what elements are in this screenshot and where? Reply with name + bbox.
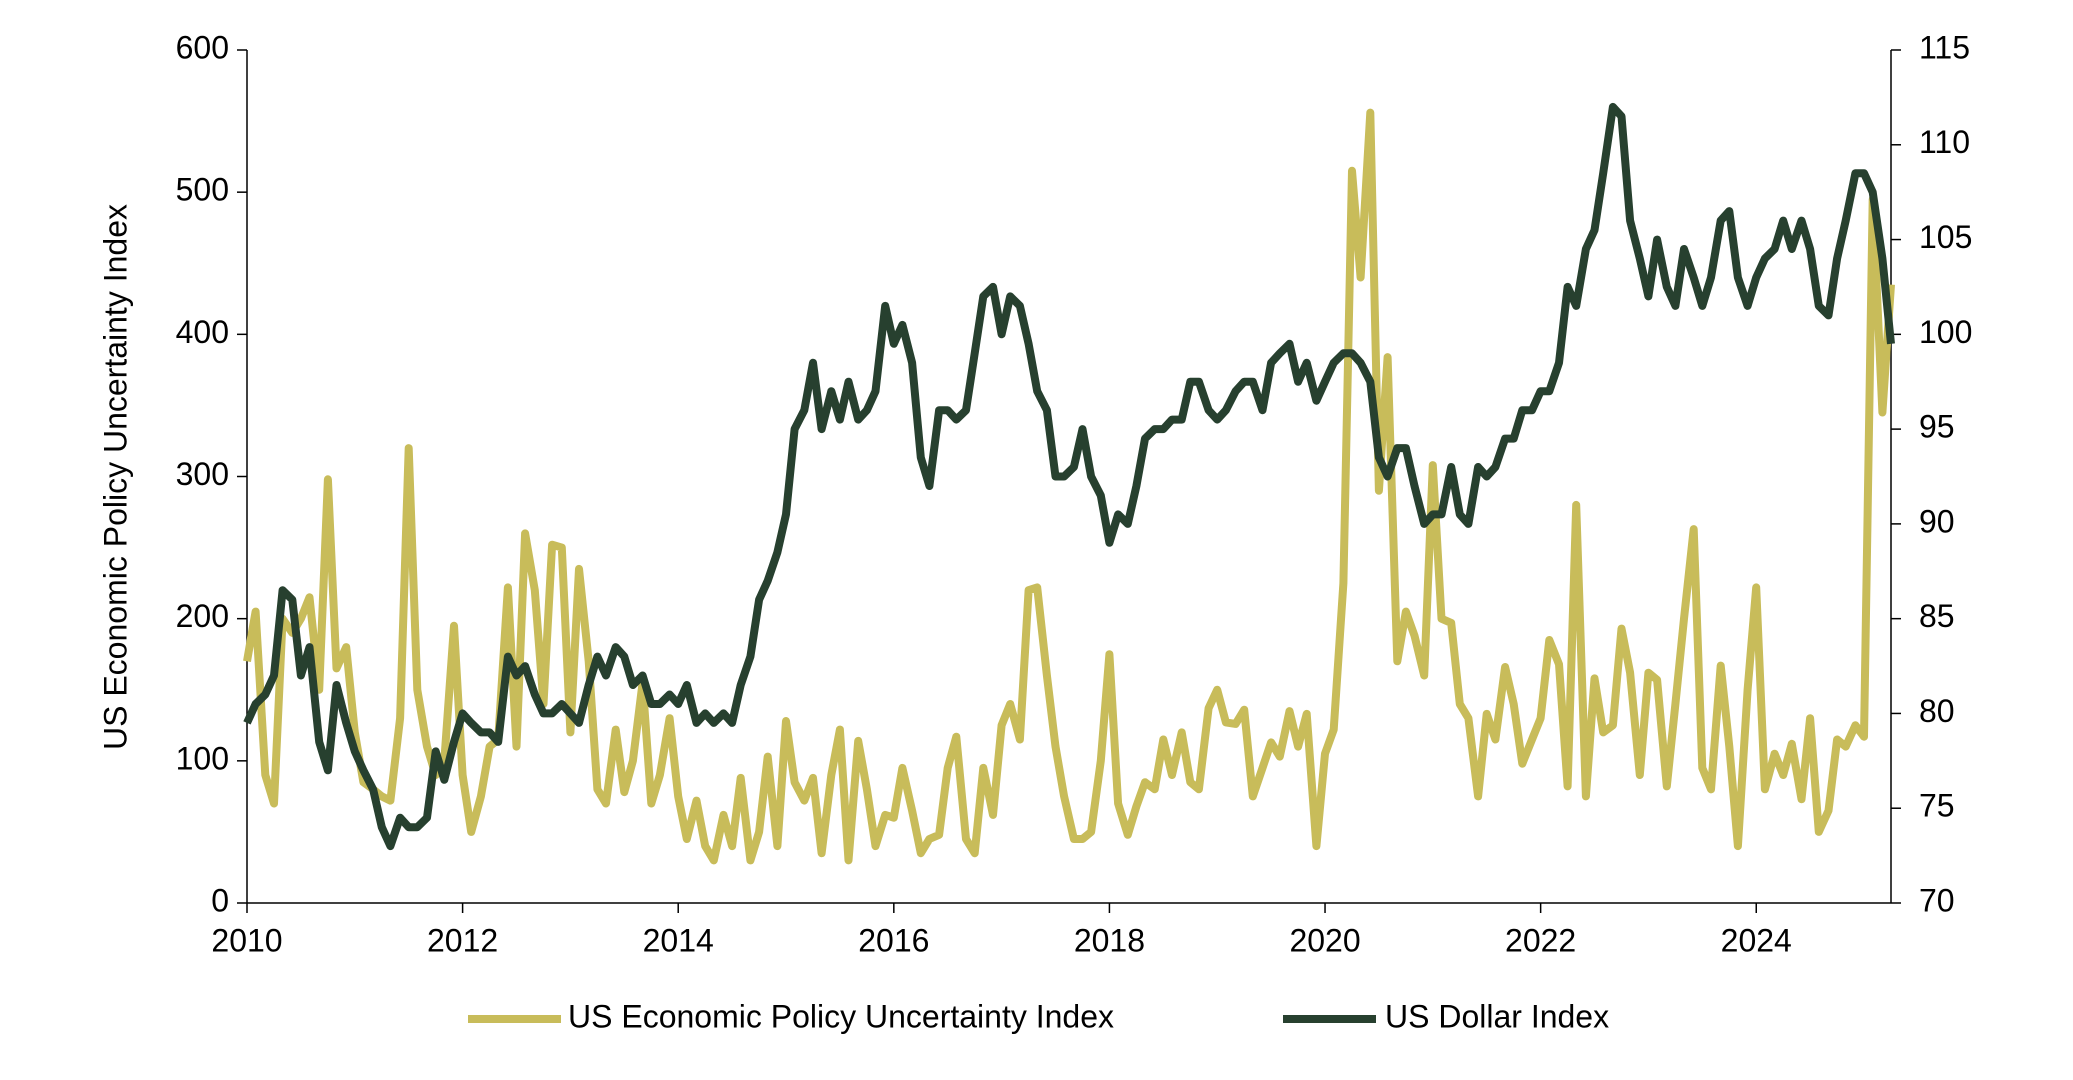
x-tick-label: 2020 bbox=[1289, 922, 1360, 958]
y-tick-label: 600 bbox=[176, 29, 229, 65]
series-line bbox=[243, 102, 1895, 851]
x-tick-label: 2024 bbox=[1721, 922, 1792, 958]
x-tick-label: 2016 bbox=[858, 922, 929, 958]
y-tick-label: 100 bbox=[176, 740, 229, 776]
y-tick-label: 0 bbox=[211, 882, 229, 918]
y-tick-label: 200 bbox=[176, 598, 229, 634]
y2-tick-label: 90 bbox=[1919, 503, 1955, 539]
y-axis-title: US Economic Policy Uncertainty Index bbox=[97, 204, 133, 750]
legend-label: US Economic Policy Uncertainty Index bbox=[568, 998, 1114, 1034]
y2-tick-label: 95 bbox=[1919, 409, 1955, 445]
y2-tick-label: 85 bbox=[1919, 598, 1955, 634]
y2-tick-label: 80 bbox=[1919, 693, 1955, 729]
y2-tick-label: 110 bbox=[1919, 124, 1970, 160]
y2-tick-label: 105 bbox=[1919, 219, 1972, 255]
y2-tick-label: 70 bbox=[1919, 882, 1955, 918]
y-tick-label: 500 bbox=[176, 172, 229, 208]
y-tick-label: 400 bbox=[176, 314, 229, 350]
x-tick-label: 2012 bbox=[427, 922, 498, 958]
x-tick-label: 2018 bbox=[1074, 922, 1145, 958]
y2-tick-label: 115 bbox=[1919, 29, 1970, 65]
y2-tick-label: 100 bbox=[1919, 314, 1972, 350]
x-tick-label: 2022 bbox=[1505, 922, 1576, 958]
y-tick-label: 300 bbox=[176, 456, 229, 492]
x-tick-label: 2014 bbox=[643, 922, 714, 958]
series-line bbox=[243, 108, 1895, 865]
legend-label: US Dollar Index bbox=[1385, 998, 1609, 1034]
x-tick-label: 2010 bbox=[211, 922, 282, 958]
y2-tick-label: 75 bbox=[1919, 788, 1955, 824]
